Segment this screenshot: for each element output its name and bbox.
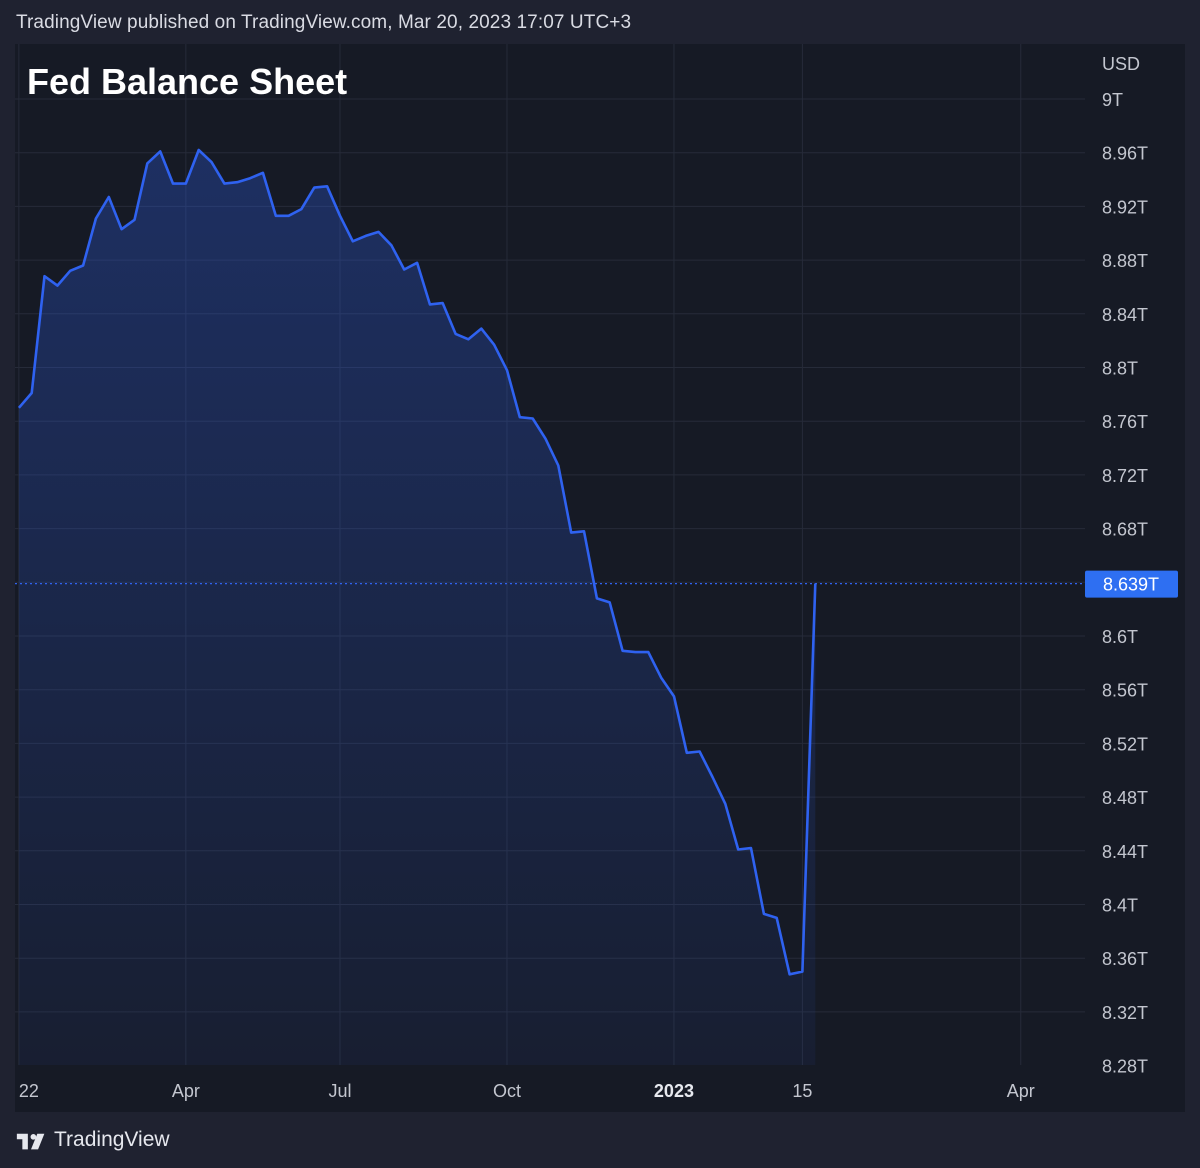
y-tick-label: 8.96T xyxy=(1102,144,1148,164)
y-tick-label: 8.72T xyxy=(1102,466,1148,486)
x-tick-label: Apr xyxy=(172,1081,200,1101)
y-tick-label: 8.28T xyxy=(1102,1057,1148,1077)
y-tick-label: 8.8T xyxy=(1102,359,1138,379)
chart-panel[interactable]: 9T 8.96T 8.92T 8.88T 8.84T 8.8T 8.76T 8.72T 8.68… xyxy=(15,44,1185,1112)
y-tick-label: 8.36T xyxy=(1102,949,1148,969)
last-value-label: 8.639T xyxy=(1103,575,1159,595)
price-axis[interactable]: 9T 8.96T 8.92T 8.88T 8.84T 8.8T 8.76T 8.72T 8.68… xyxy=(1102,90,1148,1077)
y-tick-label: 8.56T xyxy=(1102,681,1148,701)
series-line[interactable] xyxy=(17,148,817,976)
x-tick-label: Oct xyxy=(493,1081,521,1101)
y-tick-label: 8.32T xyxy=(1102,1003,1148,1023)
footer-brand-text: TradingView xyxy=(54,1128,170,1151)
x-tick-label: 2023 xyxy=(654,1081,694,1101)
x-tick-label: Apr xyxy=(1007,1081,1035,1101)
chart-title: Fed Balance Sheet xyxy=(27,61,347,102)
last-value-tag xyxy=(1085,570,1178,598)
y-tick-label: 8.52T xyxy=(1102,734,1148,754)
y-tick-label: 8.92T xyxy=(1102,197,1148,217)
chart-svg[interactable]: 9T 8.96T 8.92T 8.88T 8.84T 8.8T 8.76T 8.72T 8.68… xyxy=(15,44,1185,1112)
y-tick-label: 8.68T xyxy=(1102,520,1148,540)
y-tick-label: 8.4T xyxy=(1102,896,1138,916)
y-tick-label: 8.88T xyxy=(1102,251,1148,271)
series-area-fill xyxy=(18,150,816,1065)
y-tick-label: 8.48T xyxy=(1102,788,1148,808)
time-axis[interactable]: 22 Apr Jul Oct 2023 15 Apr xyxy=(19,1081,1035,1101)
currency-label: USD xyxy=(1102,54,1140,74)
x-tick-label: 15 xyxy=(792,1081,812,1101)
y-tick-label: 8.76T xyxy=(1102,412,1148,432)
y-tick-label: 8.6T xyxy=(1102,627,1138,647)
x-tick-label: 22 xyxy=(19,1081,39,1101)
y-tick-label: 8.84T xyxy=(1102,305,1148,325)
time-scale-bg xyxy=(15,1065,1185,1112)
published-caption: TradingView published on TradingView.com… xyxy=(16,12,632,33)
y-tick-label: 8.44T xyxy=(1102,842,1148,862)
plot-area xyxy=(17,148,817,1065)
x-tick-label: Jul xyxy=(328,1081,351,1101)
y-tick-label: 9T xyxy=(1102,90,1123,110)
tradingview-logo-icon xyxy=(16,1133,45,1150)
footer-brand[interactable]: TradingView xyxy=(16,1128,170,1152)
